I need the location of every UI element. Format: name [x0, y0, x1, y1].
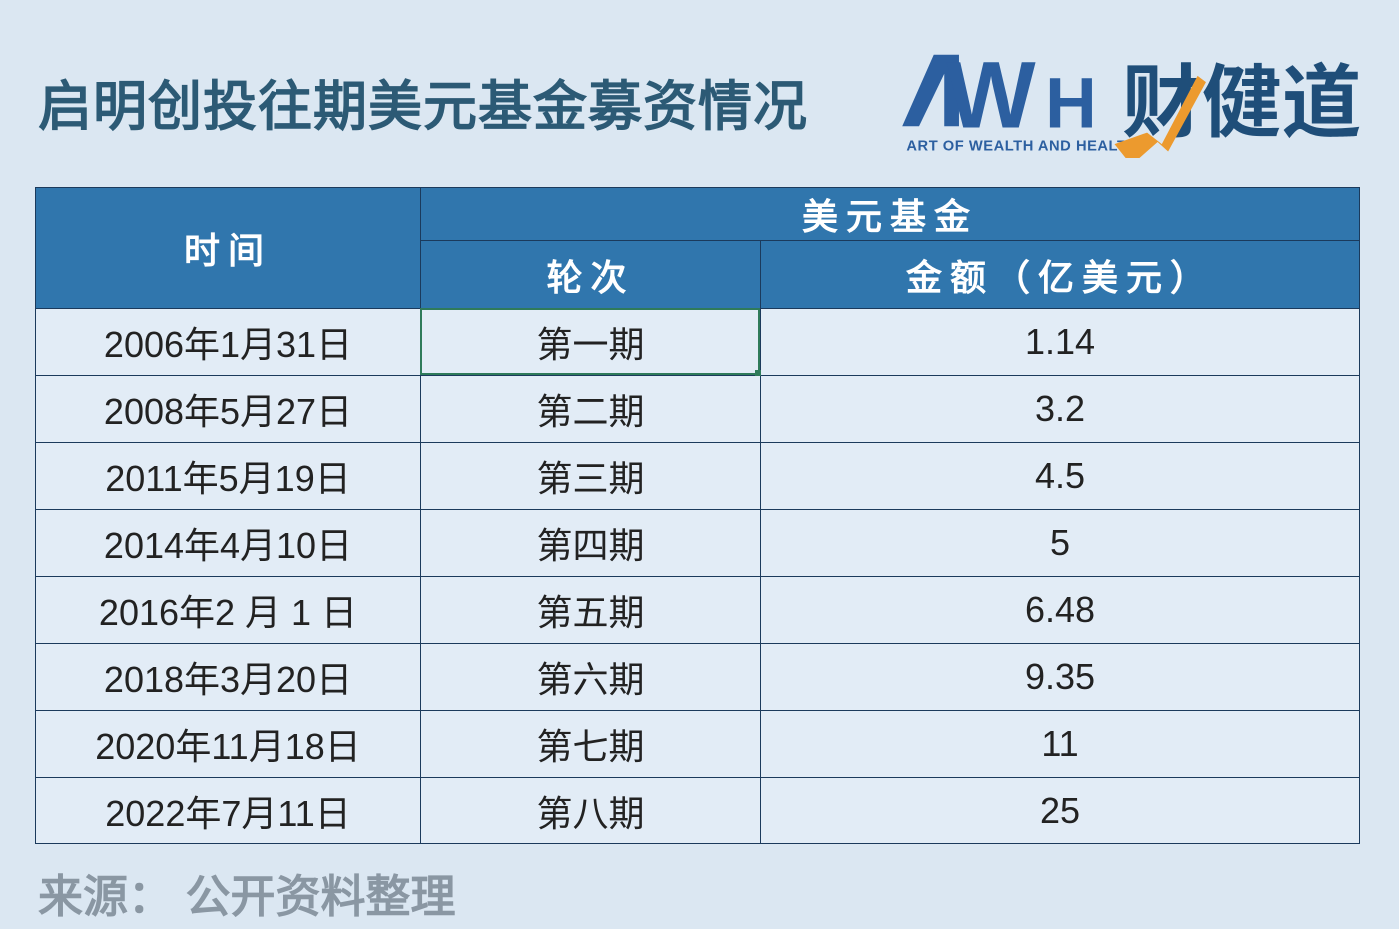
- svg-text:财健道: 财健道: [1122, 42, 1362, 154]
- svg-text:W: W: [946, 42, 1036, 148]
- svg-text:ART OF WEALTH AND HEALTH: ART OF WEALTH AND HEALTH: [906, 138, 1137, 154]
- svg-text:H: H: [1045, 63, 1097, 143]
